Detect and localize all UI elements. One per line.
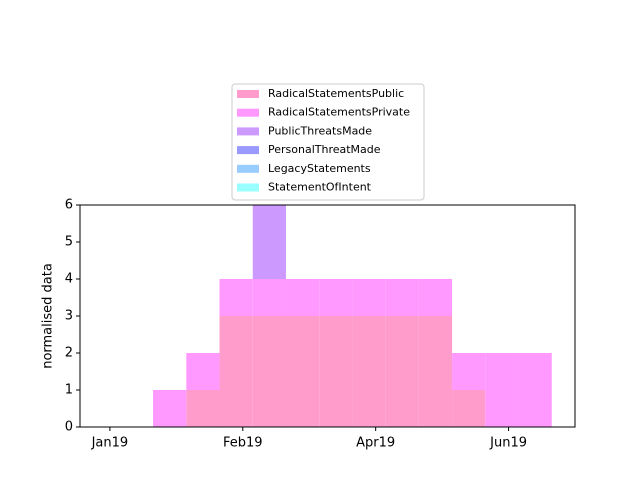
- legend-swatch: [237, 146, 259, 155]
- x-tick-label: Feb19: [223, 436, 263, 451]
- legend-label: RadicalStatementsPrivate: [268, 106, 410, 119]
- legend-swatch: [237, 164, 259, 173]
- x-tick-label: Jan19: [91, 436, 129, 451]
- legend-swatch: [237, 108, 259, 117]
- legend-label: PersonalThreatMade: [268, 143, 381, 156]
- bar: [186, 353, 220, 390]
- legend-label: RadicalStatementsPublic: [268, 87, 404, 100]
- y-tick-label: 3: [65, 309, 73, 324]
- bar: [418, 316, 453, 427]
- y-tick-label: 2: [65, 346, 73, 361]
- bar: [352, 279, 386, 316]
- bar: [219, 316, 253, 427]
- bar: [452, 390, 486, 427]
- bar: [252, 279, 286, 316]
- bar: [452, 353, 486, 390]
- legend-swatch: [237, 183, 259, 192]
- bar: [153, 390, 187, 427]
- bar: [385, 316, 419, 427]
- bar: [186, 390, 220, 427]
- legend-label: LegacyStatements: [268, 162, 371, 175]
- bar: [319, 279, 353, 316]
- bar: [219, 279, 253, 316]
- bar: [352, 316, 386, 427]
- bar: [418, 279, 453, 316]
- legend-label: PublicThreatsMade: [268, 124, 372, 137]
- bar: [485, 353, 519, 427]
- bar: [285, 316, 320, 427]
- bar: [319, 316, 353, 427]
- legend-label: StatementOfIntent: [268, 181, 372, 194]
- legend: RadicalStatementsPublic RadicalStatements…: [231, 83, 425, 201]
- bar: [252, 316, 286, 427]
- bar: [518, 353, 552, 427]
- bar: [252, 205, 286, 279]
- y-tick-label: 0: [65, 420, 73, 435]
- y-tick-label: 5: [65, 235, 73, 250]
- bar: [285, 279, 320, 316]
- y-tick-label: 6: [65, 198, 73, 213]
- legend-swatch: [237, 127, 259, 136]
- x-tick-label: Jun19: [489, 436, 527, 451]
- y-tick-label: 4: [65, 272, 73, 287]
- x-tick-label: Apr19: [356, 436, 395, 451]
- legend-box: [231, 83, 425, 201]
- y-axis-label: normalised data: [41, 263, 56, 369]
- y-tick-label: 1: [65, 383, 73, 398]
- legend-swatch: [237, 90, 259, 98]
- bar: [385, 279, 419, 316]
